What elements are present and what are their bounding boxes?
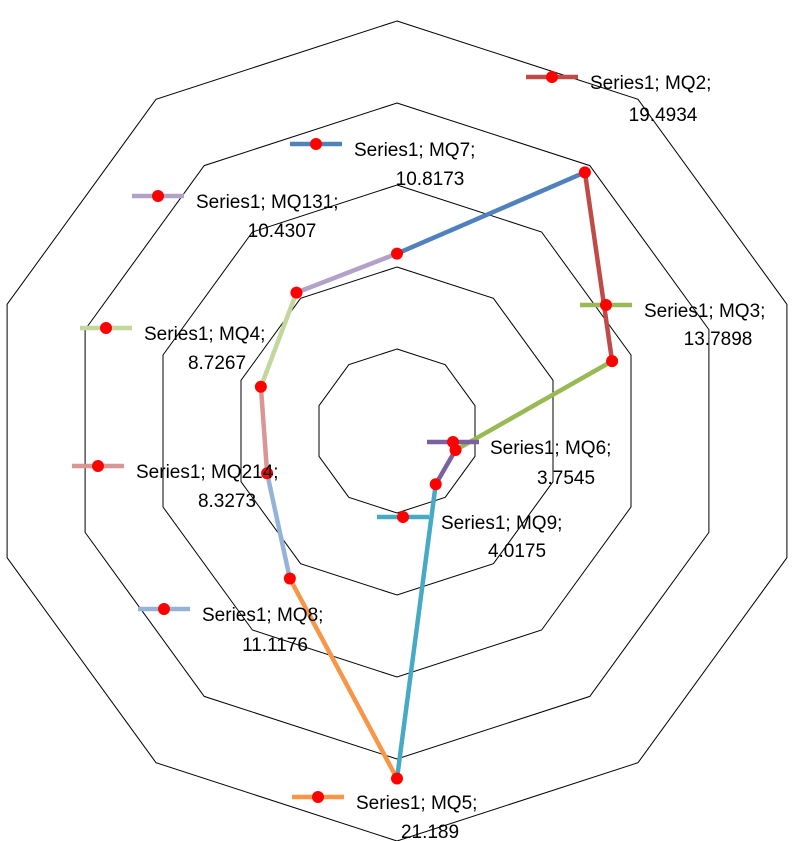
data-label-name-mq214: Series1; MQ214; <box>136 462 279 483</box>
point-mq131 <box>290 286 303 299</box>
legend-key-marker-mq3 <box>600 299 612 311</box>
data-label-value-mq3: 13.7898 <box>684 329 753 350</box>
segment-mq9-mq5 <box>394 482 438 781</box>
segment-mq2-mq3 <box>582 170 615 364</box>
segment-mq3-mq6 <box>453 358 615 453</box>
segment-mq5-mq8 <box>287 576 400 781</box>
legend-key-marker-mq9 <box>397 511 409 523</box>
gridline-25 <box>6 20 788 841</box>
data-label-mq4: Series1; MQ4; 8.7267 <box>80 322 265 374</box>
data-label-value-mq214: 8.3273 <box>198 491 256 512</box>
legend-key-marker-mq5 <box>312 791 324 803</box>
data-label-name-mq6: Series1; MQ6; <box>490 438 611 459</box>
legend-key-marker-mq8 <box>158 603 170 615</box>
data-label-mq214: Series1; MQ214; 8.3273 <box>72 460 279 512</box>
data-label-mq5: Series1; MQ5; 21.189 <box>292 791 477 841</box>
segment-mq214-mq4 <box>258 384 270 476</box>
data-label-mq7: Series1; MQ7; 10.8173 <box>290 138 475 190</box>
gridline-5 <box>318 348 476 514</box>
data-label-mq2: Series1; MQ2; 19.4934 <box>526 71 711 126</box>
gridline-20 <box>84 102 710 760</box>
radar-grid <box>6 20 788 841</box>
data-label-mq6: Series1; MQ6; 3.7545 <box>427 436 611 489</box>
legend-key-marker-mq131 <box>152 190 164 202</box>
gridline-15 <box>162 184 632 678</box>
segment-mq6-mq9 <box>433 447 458 487</box>
data-label-name-mq8: Series1; MQ8; <box>202 605 323 626</box>
data-label-name-mq3: Series1; MQ3; <box>644 301 765 322</box>
data-label-name-mq131: Series1; MQ131; <box>196 192 339 213</box>
data-label-mq131: Series1; MQ131; 10.4307 <box>132 190 339 242</box>
point-mq4 <box>254 380 267 393</box>
point-mq7 <box>391 247 403 260</box>
data-label-mq3: Series1; MQ3; 13.7898 <box>580 299 765 350</box>
data-label-value-mq8: 11.1176 <box>242 635 308 656</box>
gridline-10 <box>240 266 554 596</box>
data-label-value-mq4: 8.7267 <box>188 353 246 374</box>
data-label-value-mq9: 4.0175 <box>488 541 546 562</box>
point-mq5 <box>391 772 403 785</box>
legend-key-marker-mq6 <box>447 436 459 448</box>
data-label-value-mq6: 3.7545 <box>537 468 595 489</box>
point-mq8 <box>283 572 296 585</box>
data-label-name-mq2: Series1; MQ2; <box>590 73 711 94</box>
segment-mq4-mq131 <box>258 290 299 390</box>
data-label-name-mq5: Series1; MQ5; <box>356 793 477 814</box>
point-mq214 <box>261 467 274 480</box>
segment-mq8-mq214 <box>264 470 293 581</box>
point-mq3 <box>606 355 619 368</box>
series-segments <box>258 170 615 781</box>
data-label-name-mq7: Series1; MQ7; <box>354 140 475 161</box>
segment-mq131-mq7 <box>294 251 400 295</box>
legend-key-marker-mq7 <box>310 138 322 150</box>
data-label-value-mq7: 10.8173 <box>396 169 465 190</box>
point-mq2 <box>578 166 591 179</box>
data-label-name-mq4: Series1; MQ4; <box>144 324 265 345</box>
data-label-mq9: Series1; MQ9; 4.0175 <box>377 511 562 562</box>
data-label-value-mq131: 10.4307 <box>248 221 317 242</box>
data-label-name-mq9: Series1; MQ9; <box>441 513 562 534</box>
series-markers <box>254 166 619 785</box>
data-label-value-mq5: 21.189 <box>401 822 459 841</box>
data-label-mq8: Series1; MQ8; 11.1176 <box>138 603 323 656</box>
legend-key-marker-mq214 <box>92 460 104 472</box>
data-label-value-mq2: 19.4934 <box>629 105 698 126</box>
legend-key-marker-mq2 <box>546 71 558 83</box>
legend-key-marker-mq4 <box>100 322 112 334</box>
data-labels: Series1; MQ2; 19.4934 Series1; MQ3; 13.7898… <box>72 71 765 841</box>
segment-mq7-mq2 <box>394 170 588 256</box>
point-mq9 <box>429 478 442 491</box>
